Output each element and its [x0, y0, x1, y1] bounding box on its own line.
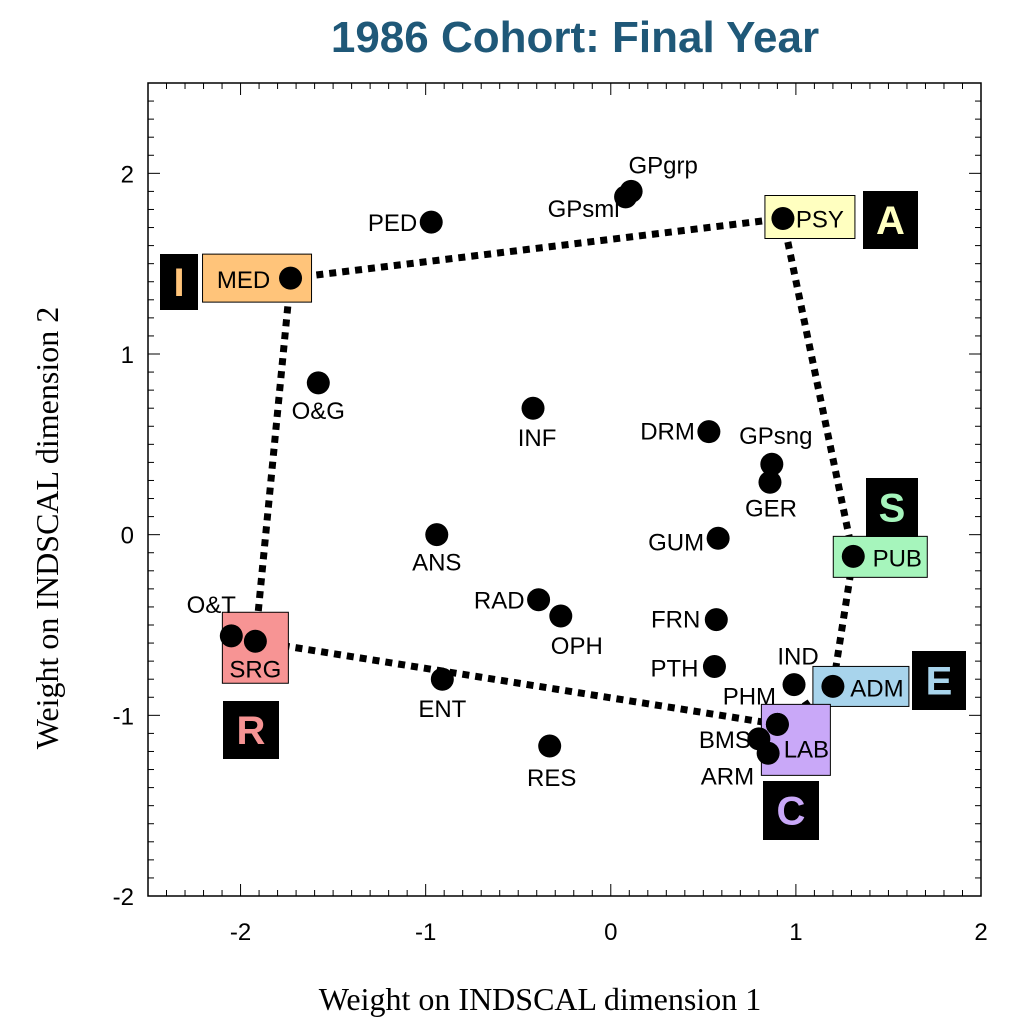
point-ans	[425, 523, 449, 547]
label-box-srg	[221, 611, 289, 684]
letter-i: I	[173, 261, 184, 305]
point-adm	[821, 674, 845, 698]
point-og	[306, 371, 330, 395]
letter-c: C	[777, 790, 806, 834]
point-label-ent: ENT	[418, 696, 466, 723]
point-label-oph: OPH	[551, 633, 603, 660]
box-label-lab: LAB	[784, 736, 829, 763]
y-tick-label: 0	[121, 523, 134, 550]
point-ind	[782, 673, 806, 697]
x-tick-label: -2	[230, 919, 251, 946]
point-label-gum: GUM	[648, 529, 704, 556]
chart-title: 1986 Cohort: Final Year	[331, 13, 819, 62]
point-psy	[771, 207, 795, 230]
point-gum	[706, 526, 730, 550]
point-ot	[219, 624, 243, 648]
point-label-gpsml: GPsml	[548, 196, 620, 223]
letter-badge-i	[160, 254, 198, 310]
point-oph	[549, 604, 573, 628]
x-axis-label: Weight on INDSCAL dimension 1	[319, 981, 761, 1017]
point-label-rad: RAD	[474, 588, 525, 615]
letter-badge-e	[912, 651, 966, 710]
letter-e: E	[926, 660, 953, 704]
label-boxes	[202, 195, 928, 776]
point-label-drm: DRM	[640, 419, 695, 446]
point-drm	[697, 420, 721, 444]
letter-a: A	[876, 199, 905, 243]
point-label-arm: ARM	[701, 763, 754, 790]
x-tick-label: 2	[974, 919, 987, 946]
point-pth	[702, 655, 726, 679]
point-res	[538, 734, 562, 758]
group-letters: I A S E C R	[160, 191, 966, 840]
y-tick-label: 1	[121, 342, 134, 369]
letter-badge-c	[763, 781, 819, 840]
plot-frame	[147, 82, 982, 897]
letter-badge-a	[863, 191, 918, 249]
point-gpsng	[760, 452, 784, 476]
box-label-adm: ADM	[850, 675, 903, 702]
point-label-og: O&G	[292, 398, 345, 425]
point-arm	[756, 741, 780, 765]
point-label-ans: ANS	[412, 550, 461, 577]
x-tick-label: 0	[604, 919, 617, 946]
point-srg	[243, 629, 267, 653]
letter-badge-r	[223, 701, 279, 759]
point-med	[279, 266, 303, 290]
point-ent	[430, 667, 454, 691]
x-tick-label: 1	[789, 919, 802, 946]
point-label-frn: FRN	[651, 607, 700, 634]
x-tick-label: -1	[415, 919, 436, 946]
point-label-gpgrp: GPgrp	[628, 152, 697, 179]
box-label-med: MED	[217, 267, 270, 294]
point-label-pth: PTH	[650, 656, 698, 683]
point-label-phm: PHM	[723, 683, 776, 710]
point-pub	[841, 544, 865, 568]
point-label-ind: IND	[777, 644, 818, 671]
letter-badge-s	[866, 478, 918, 537]
box-label-psy: PSY	[796, 207, 844, 234]
letter-s: S	[879, 487, 906, 531]
box-label-srg: SRG	[229, 656, 281, 683]
point-label-gpsng: GPsng	[739, 423, 812, 450]
letter-r: R	[237, 709, 266, 753]
point-label-bms: BMS	[699, 727, 751, 754]
y-tick-label: -2	[113, 884, 134, 911]
point-gpsml	[614, 185, 638, 209]
box-label-pub: PUB	[873, 545, 922, 572]
y-tick-label: -1	[113, 703, 134, 730]
data-points	[219, 179, 865, 765]
point-phm	[765, 712, 789, 736]
point-ped	[419, 210, 443, 234]
point-inf	[521, 396, 545, 420]
point-label-res: RES	[527, 765, 576, 792]
point-rad	[527, 588, 551, 612]
point-label-ped: PED	[368, 210, 417, 237]
point-label-inf: INF	[518, 425, 557, 452]
point-label-ot: O&T	[187, 592, 237, 619]
point-label-ger: GER	[745, 495, 797, 522]
point-labels: MED PSY PUB ADM LAB SRG GPgrp GPsml PED O&G INF DRM…	[187, 152, 922, 792]
point-frn	[704, 608, 728, 632]
y-tick-label: 2	[121, 161, 134, 188]
y-axis-label: Weight on INDSCAL dimension 2	[29, 307, 65, 749]
axis-ticks: -2 -1 0 1 2 -2 -1 0 1 2	[113, 82, 988, 946]
point-ger	[758, 470, 782, 494]
